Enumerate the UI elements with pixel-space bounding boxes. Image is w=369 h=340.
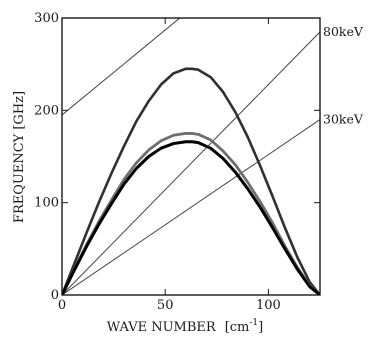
x-tick-label: 50 bbox=[157, 298, 174, 313]
beam-line bbox=[62, 31, 320, 295]
dispersion-curve bbox=[62, 140, 320, 295]
x-axis-unit-base: [cm bbox=[225, 320, 250, 335]
beam-line bbox=[62, 18, 181, 116]
x-tick-label: 0 bbox=[58, 298, 66, 313]
x-axis-label: WAVE NUMBER [cm-1] bbox=[107, 318, 264, 335]
x-axis-unit-exponent: -1 bbox=[249, 318, 258, 328]
x-axis-label-text: WAVE NUMBER bbox=[107, 320, 217, 335]
dispersion-curve bbox=[62, 67, 320, 295]
beam-line-label: 80keV bbox=[323, 24, 364, 39]
y-tick-label: 0 bbox=[51, 288, 59, 303]
beam-line bbox=[62, 119, 320, 295]
y-tick-label: 100 bbox=[34, 196, 59, 211]
y-tick-label: 300 bbox=[34, 11, 59, 26]
y-axis-label: FREQUENCY [GHz] bbox=[12, 91, 27, 223]
beam-line-label: 30keV bbox=[323, 112, 364, 127]
x-axis-unit-close: ] bbox=[258, 320, 263, 335]
y-tick-label: 200 bbox=[34, 103, 59, 118]
dispersion-curve bbox=[62, 132, 320, 295]
x-tick-label: 100 bbox=[256, 298, 281, 313]
plot-frame bbox=[61, 17, 321, 296]
